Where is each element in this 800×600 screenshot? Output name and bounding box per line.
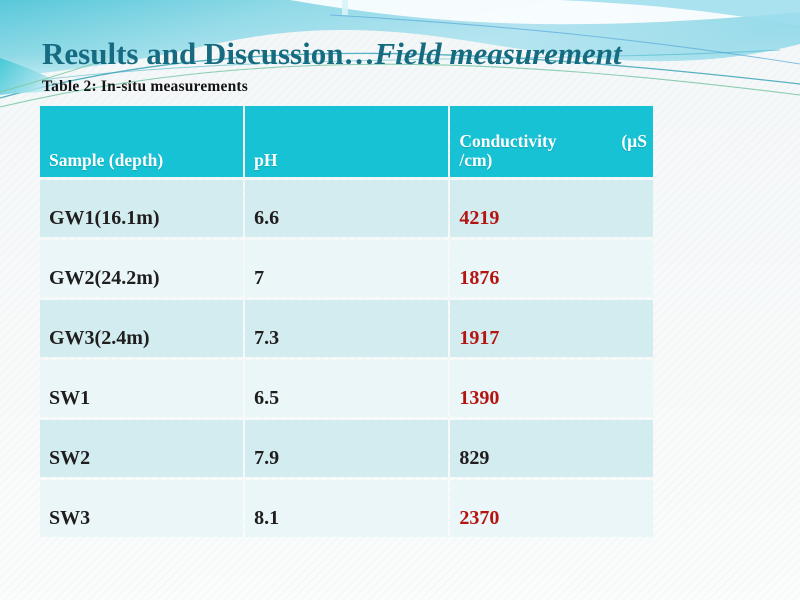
sample-cell: SW1 — [40, 359, 243, 417]
slide-title: Results and Discussion…Field measurement — [42, 36, 622, 72]
sample-cell: SW2 — [40, 419, 243, 477]
header-sample-depth: Sample (depth) — [40, 106, 243, 177]
conductivity-cell: 829 — [450, 419, 653, 477]
header-conductivity-text: Conductivity (µS /cm) — [459, 132, 647, 169]
conductivity-cell: 4219 — [450, 179, 653, 237]
table-caption: Table 2: In-situ measurements — [42, 78, 249, 95]
measurements-table: Sample (depth) pH Conductivity (µS /cm) … — [40, 106, 653, 537]
conductivity-label: Conductivity — [459, 131, 557, 152]
conductivity-cell: 2370 — [450, 479, 653, 537]
ph-cell: 7.3 — [245, 299, 448, 357]
conductivity-unit-open: (µS — [621, 131, 647, 152]
ph-cell: 7.9 — [245, 419, 448, 477]
header-conductivity: Conductivity (µS /cm) — [450, 106, 653, 177]
sample-cell: GW2(24.2m) — [40, 239, 243, 297]
ph-cell: 6.6 — [245, 179, 448, 237]
title-main: Results and Discussion… — [42, 36, 375, 71]
ph-cell: 7 — [245, 239, 448, 297]
conductivity-cell: 1390 — [450, 359, 653, 417]
sample-cell: SW3 — [40, 479, 243, 537]
conductivity-unit-close: /cm) — [459, 149, 493, 170]
sample-cell: GW3(2.4m) — [40, 299, 243, 357]
ph-cell: 8.1 — [245, 479, 448, 537]
header-ph: pH — [245, 106, 448, 177]
sample-cell: GW1(16.1m) — [40, 179, 243, 237]
conductivity-cell: 1876 — [450, 239, 653, 297]
title-accent: Field measurement — [374, 36, 622, 71]
ph-cell: 6.5 — [245, 359, 448, 417]
conductivity-cell: 1917 — [450, 299, 653, 357]
